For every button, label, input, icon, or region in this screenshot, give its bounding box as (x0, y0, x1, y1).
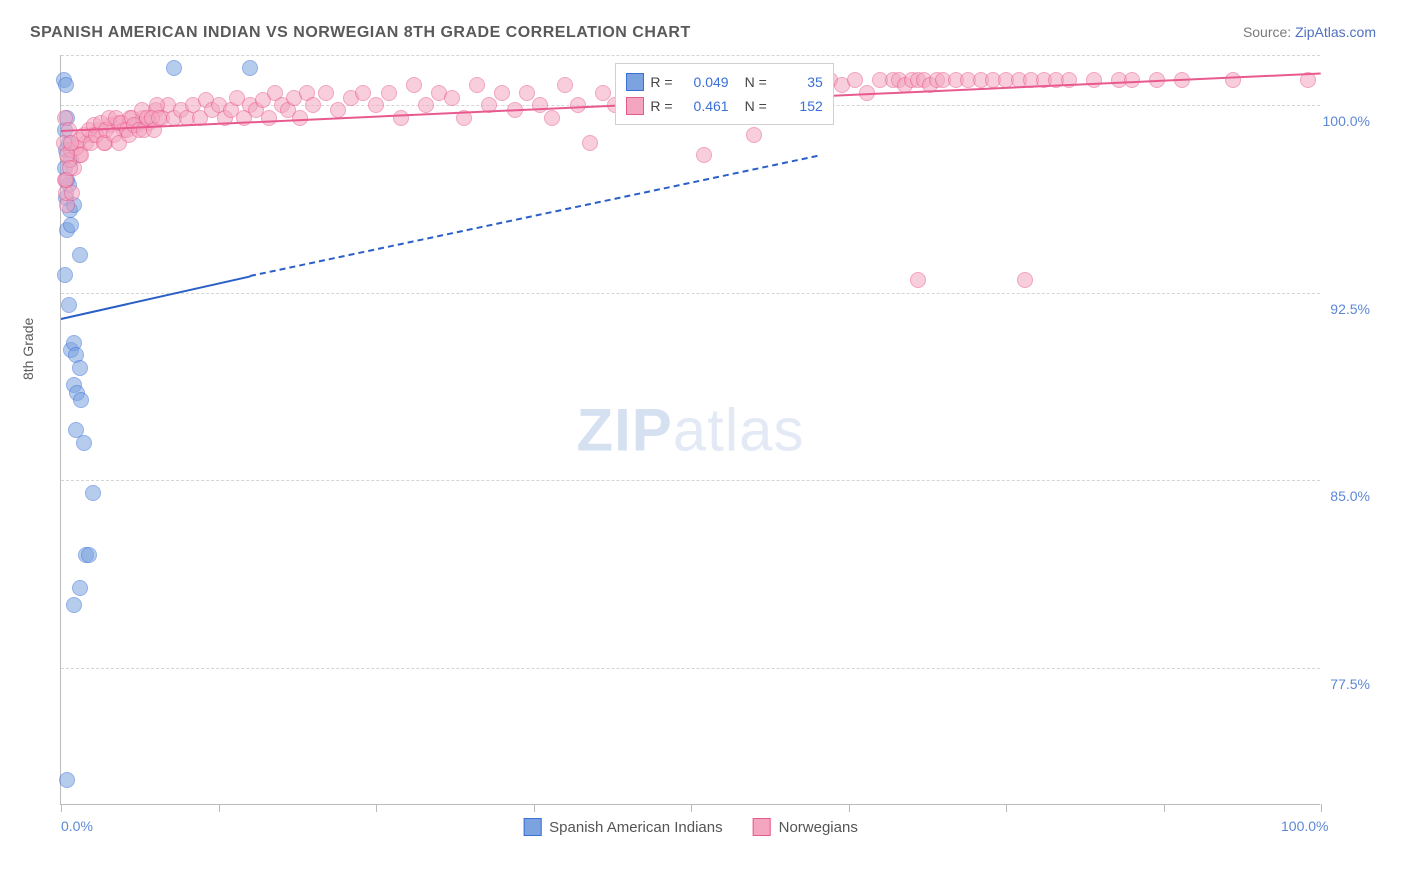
legend-swatch (753, 818, 771, 836)
data-point (1225, 72, 1241, 88)
data-point (1017, 272, 1033, 288)
y-axis-title: 8th Grade (20, 318, 36, 380)
data-point (355, 85, 371, 101)
data-point (444, 90, 460, 106)
watermark: ZIPatlas (576, 395, 804, 464)
series-legend-item: Spanish American Indians (523, 818, 722, 836)
x-tick-label: 0.0% (61, 818, 93, 834)
gridline (61, 480, 1320, 481)
gridline (61, 293, 1320, 294)
x-tick (1321, 804, 1322, 812)
data-point (63, 217, 79, 233)
legend-swatch (626, 97, 644, 115)
x-tick (1164, 804, 1165, 812)
data-point (532, 97, 548, 113)
gridline (61, 668, 1320, 669)
data-point (494, 85, 510, 101)
gridline (61, 55, 1320, 56)
data-point (63, 135, 79, 151)
source-credit: Source: ZipAtlas.com (1243, 24, 1376, 40)
y-tick-label: 77.5% (1330, 676, 1370, 692)
data-point (61, 297, 77, 313)
series-legend-label: Spanish American Indians (549, 819, 722, 836)
data-point (81, 547, 97, 563)
chart-title: SPANISH AMERICAN INDIAN VS NORWEGIAN 8TH… (30, 24, 691, 42)
stats-legend-row: R = 0.461 N = 152 (626, 94, 822, 118)
x-tick (376, 804, 377, 812)
chart-area: ZIPatlas 77.5%85.0%92.5%100.0%0.0%100.0%… (60, 55, 1370, 805)
n-value: 152 (773, 98, 823, 114)
data-point (910, 272, 926, 288)
trend-line-extrapolated (250, 155, 817, 277)
data-point (368, 97, 384, 113)
data-point (76, 435, 92, 451)
data-point (582, 135, 598, 151)
data-point (393, 110, 409, 126)
data-point (85, 485, 101, 501)
data-point (595, 85, 611, 101)
data-point (58, 77, 74, 93)
data-point (166, 60, 182, 76)
data-point (72, 360, 88, 376)
series-legend-item: Norwegians (753, 818, 858, 836)
data-point (330, 102, 346, 118)
r-label: R = (650, 74, 672, 90)
data-point (242, 60, 258, 76)
data-point (62, 160, 78, 176)
data-point (57, 267, 73, 283)
x-tick (1006, 804, 1007, 812)
data-point (151, 110, 167, 126)
x-tick (219, 804, 220, 812)
x-tick (61, 804, 62, 812)
n-label: N = (745, 98, 767, 114)
n-value: 35 (773, 74, 823, 90)
r-value: 0.461 (679, 98, 729, 114)
data-point (381, 85, 397, 101)
data-point (292, 110, 308, 126)
data-point (847, 72, 863, 88)
source-link[interactable]: ZipAtlas.com (1295, 24, 1376, 40)
stats-legend: R = 0.049 N = 35 R = 0.461 N = 152 (615, 63, 833, 125)
trend-line (61, 275, 250, 319)
data-point (418, 97, 434, 113)
watermark-light: atlas (673, 396, 805, 463)
x-tick (534, 804, 535, 812)
data-point (544, 110, 560, 126)
data-point (66, 597, 82, 613)
data-point (746, 127, 762, 143)
data-point (64, 185, 80, 201)
stats-legend-row: R = 0.049 N = 35 (626, 70, 822, 94)
series-legend-label: Norwegians (779, 819, 858, 836)
data-point (570, 97, 586, 113)
data-point (59, 772, 75, 788)
data-point (557, 77, 573, 93)
data-point (519, 85, 535, 101)
n-label: N = (745, 74, 767, 90)
chart-container: SPANISH AMERICAN INDIAN VS NORWEGIAN 8TH… (0, 0, 1406, 892)
legend-swatch (626, 73, 644, 91)
legend-swatch (523, 818, 541, 836)
x-tick (849, 804, 850, 812)
y-tick-label: 92.5% (1330, 301, 1370, 317)
y-tick-label: 85.0% (1330, 488, 1370, 504)
data-point (72, 580, 88, 596)
data-point (72, 247, 88, 263)
source-prefix: Source: (1243, 24, 1295, 40)
r-value: 0.049 (679, 74, 729, 90)
data-point (261, 110, 277, 126)
data-point (469, 77, 485, 93)
data-point (305, 97, 321, 113)
data-point (73, 392, 89, 408)
data-point (406, 77, 422, 93)
data-point (1086, 72, 1102, 88)
series-legend: Spanish American Indians Norwegians (523, 818, 858, 836)
r-label: R = (650, 98, 672, 114)
data-point (696, 147, 712, 163)
x-tick (691, 804, 692, 812)
x-tick-label: 100.0% (1281, 818, 1328, 834)
plot-region: ZIPatlas 77.5%85.0%92.5%100.0%0.0%100.0%… (60, 55, 1320, 805)
data-point (318, 85, 334, 101)
watermark-bold: ZIP (576, 396, 672, 463)
y-tick-label: 100.0% (1323, 113, 1370, 129)
